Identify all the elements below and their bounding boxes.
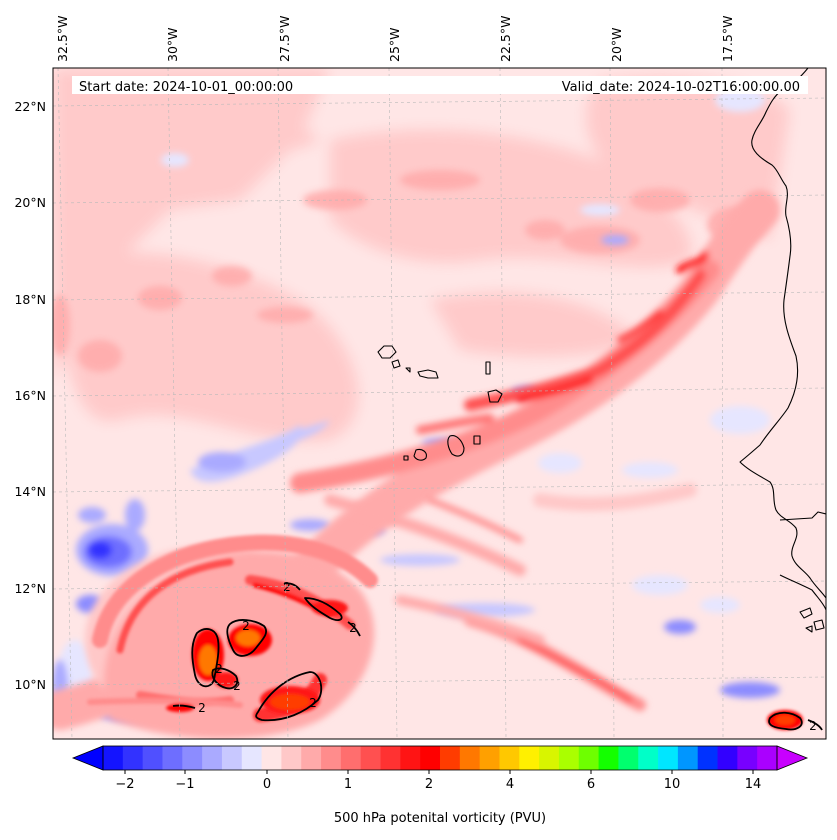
colorbar-swatch (261, 746, 282, 770)
bissagos-islands (799, 607, 825, 633)
contour-label: 2 (242, 619, 250, 633)
colorbar-tick-label: 0 (263, 777, 271, 792)
colorbar-swatch (697, 746, 718, 770)
colorbar-swatch (340, 746, 362, 770)
island-sal (485, 361, 491, 375)
colorbar-swatch (122, 746, 144, 770)
colorbar-swatch (202, 746, 223, 770)
latitude-labels: 22°N 20°N 18°N 16°N 14°N 12°N 10°N (14, 99, 46, 692)
island-maio (473, 435, 481, 445)
colorbar-swatch (519, 746, 540, 770)
coastlines (377, 68, 826, 633)
pv-2-contours (172, 582, 823, 731)
gambia-senegal-outline (779, 511, 826, 521)
colorbar-swatch (360, 746, 381, 770)
island-santo-antao (377, 345, 397, 359)
lon-label: 30°W (165, 27, 180, 62)
africa-coastline (739, 68, 826, 599)
colorbar-swatch (400, 746, 421, 770)
colorbar-swatch (757, 746, 778, 770)
colorbar-over-arrow (776, 745, 809, 771)
island-boa-vista (487, 389, 503, 403)
start-date-label: Start date: 2024-10-01_00:00:00 (79, 80, 293, 95)
colorbar-swatch (638, 746, 659, 770)
colorbar-swatch (539, 746, 560, 770)
colorbar-swatch (420, 746, 441, 770)
colorbar-swatch (737, 746, 758, 770)
colorbar-swatch (558, 746, 580, 770)
colorbar-swatch (677, 746, 699, 770)
colorbar-swatch (221, 746, 243, 770)
colorbar-swatch (182, 746, 203, 770)
colorbar-swatch (103, 746, 124, 770)
colorbar-swatch (321, 746, 342, 770)
lon-label: 32.5°W (55, 16, 70, 62)
lat-label: 22°N (14, 99, 46, 114)
contour-label: 2 (283, 580, 291, 594)
lat-label: 14°N (14, 484, 46, 499)
colorbar-under-arrow (71, 745, 104, 771)
date-info: Start date: 2024-10-01_00:00:00 Valid_da… (72, 76, 808, 95)
contour-label: 2 (309, 696, 317, 710)
lat-label: 10°N (14, 677, 46, 692)
colorbar-swatch (301, 746, 322, 770)
valid-date-label: Valid_date: 2024-10-02T16:00:00.00 (562, 80, 800, 95)
lat-label: 16°N (14, 388, 46, 403)
colorbar-tick-label: 10 (664, 777, 681, 792)
lat-label: 20°N (14, 195, 46, 210)
colorbar-swatch (162, 746, 183, 770)
colorbar-tick-label: 4 (506, 777, 514, 792)
lat-label: 18°N (14, 292, 46, 307)
colorbar-tick-label: 6 (587, 777, 595, 792)
colorbar: −2 −1 0 1 2 4 6 10 14 500 hPa potenital vorticit… (71, 745, 809, 826)
contour-label: 2 (198, 701, 206, 715)
contour-label: 2 (349, 621, 357, 635)
lon-label: 22.5°W (498, 16, 513, 62)
gridlines (53, 68, 826, 739)
lon-label: 20°W (609, 27, 624, 62)
potential-vorticity-field: 2 2 2 2 2 2 2 2 (53, 68, 826, 739)
island-santa-luzia (405, 367, 411, 373)
colorbar-swatch (281, 746, 302, 770)
island-brava (403, 455, 409, 461)
colorbar-swatch (479, 746, 500, 770)
lon-label: 27.5°W (277, 16, 292, 62)
colorbar-swatch (578, 746, 599, 770)
lon-label: 17.5°W (720, 16, 735, 62)
island-sao-nicolau (417, 369, 439, 379)
map-frame (52, 67, 827, 740)
colorbar-swatch (717, 746, 738, 770)
colorbar-swatch (658, 746, 679, 770)
colorbar-swatch (459, 746, 481, 770)
colorbar-swatch (598, 746, 619, 770)
contour-label: 2 (215, 662, 223, 676)
island-santiago (447, 435, 465, 457)
colorbar-swatch (440, 746, 461, 770)
island-sao-vicente (391, 359, 401, 369)
colorbar-swatch (499, 746, 520, 770)
contour-label: 2 (233, 679, 241, 693)
lon-label: 25°W (387, 27, 402, 62)
island-fogo (413, 448, 427, 461)
colorbar-tick-label: 1 (344, 777, 352, 792)
colorbar-swatch (380, 746, 401, 770)
colorbar-swatch (618, 746, 639, 770)
pv-contour-labels: 2 2 2 2 2 2 2 2 (198, 580, 817, 733)
colorbar-tick-label: 2 (425, 777, 433, 792)
colorbar-tick-label: −1 (175, 777, 194, 792)
contour-label: 2 (809, 719, 817, 733)
colorbar-tick-label: 14 (745, 777, 762, 792)
lat-label: 12°N (14, 581, 46, 596)
colorbar-swatch (142, 746, 163, 770)
longitude-labels: 32.5°W 30°W 27.5°W 25°W 22.5°W 20°W 17.5… (55, 16, 735, 62)
colorbar-label: 500 hPa potenital vorticity (PVU) (334, 811, 546, 826)
guinea-bissau-outline (779, 574, 826, 611)
colorbar-swatch (241, 746, 262, 770)
colorbar-tick-label: −2 (115, 777, 134, 792)
